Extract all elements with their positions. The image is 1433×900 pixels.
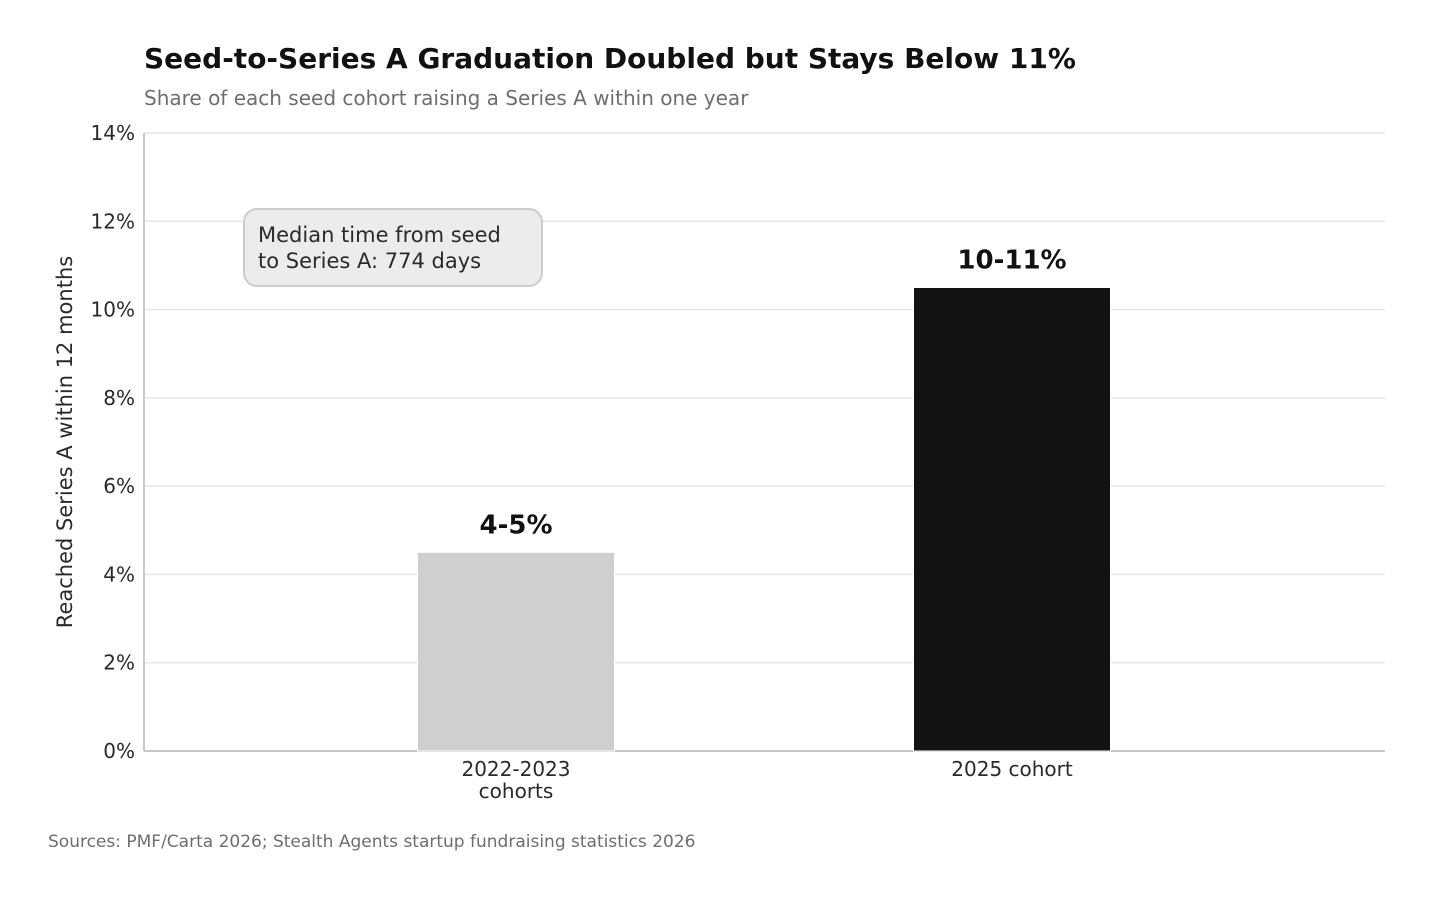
- y-tick-label: 6%: [103, 474, 135, 498]
- x-tick-label: 2022-2023: [461, 757, 570, 781]
- bar-data-label: 4-5%: [479, 510, 552, 540]
- y-tick-label: 8%: [103, 386, 135, 410]
- chart-title: Seed-to-Series A Graduation Doubled but …: [144, 42, 1076, 75]
- annotation-box: Median time from seed to Series A: 774 d…: [243, 208, 543, 287]
- x-tick-label: cohorts: [479, 779, 554, 803]
- bar: [417, 551, 615, 752]
- chart-subtitle: Share of each seed cohort raising a Seri…: [144, 86, 749, 110]
- y-axis-label: Reached Series A within 12 months: [53, 256, 77, 628]
- y-tick-label: 2%: [103, 651, 135, 675]
- x-tick-label: 2025 cohort: [951, 757, 1073, 781]
- y-tick-label: 14%: [91, 121, 135, 145]
- source-note: Sources: PMF/Carta 2026; Stealth Agents …: [48, 832, 696, 852]
- y-tick-label: 10%: [91, 298, 135, 322]
- y-tick-label: 12%: [91, 209, 135, 233]
- bar-data-label: 10-11%: [957, 246, 1066, 276]
- annotation-line-1: Median time from seed: [258, 223, 501, 247]
- bar: [913, 287, 1111, 752]
- annotation-line-2: to Series A: 774 days: [258, 249, 482, 273]
- y-tick-label: 4%: [103, 562, 135, 586]
- y-tick-label: 0%: [103, 739, 135, 763]
